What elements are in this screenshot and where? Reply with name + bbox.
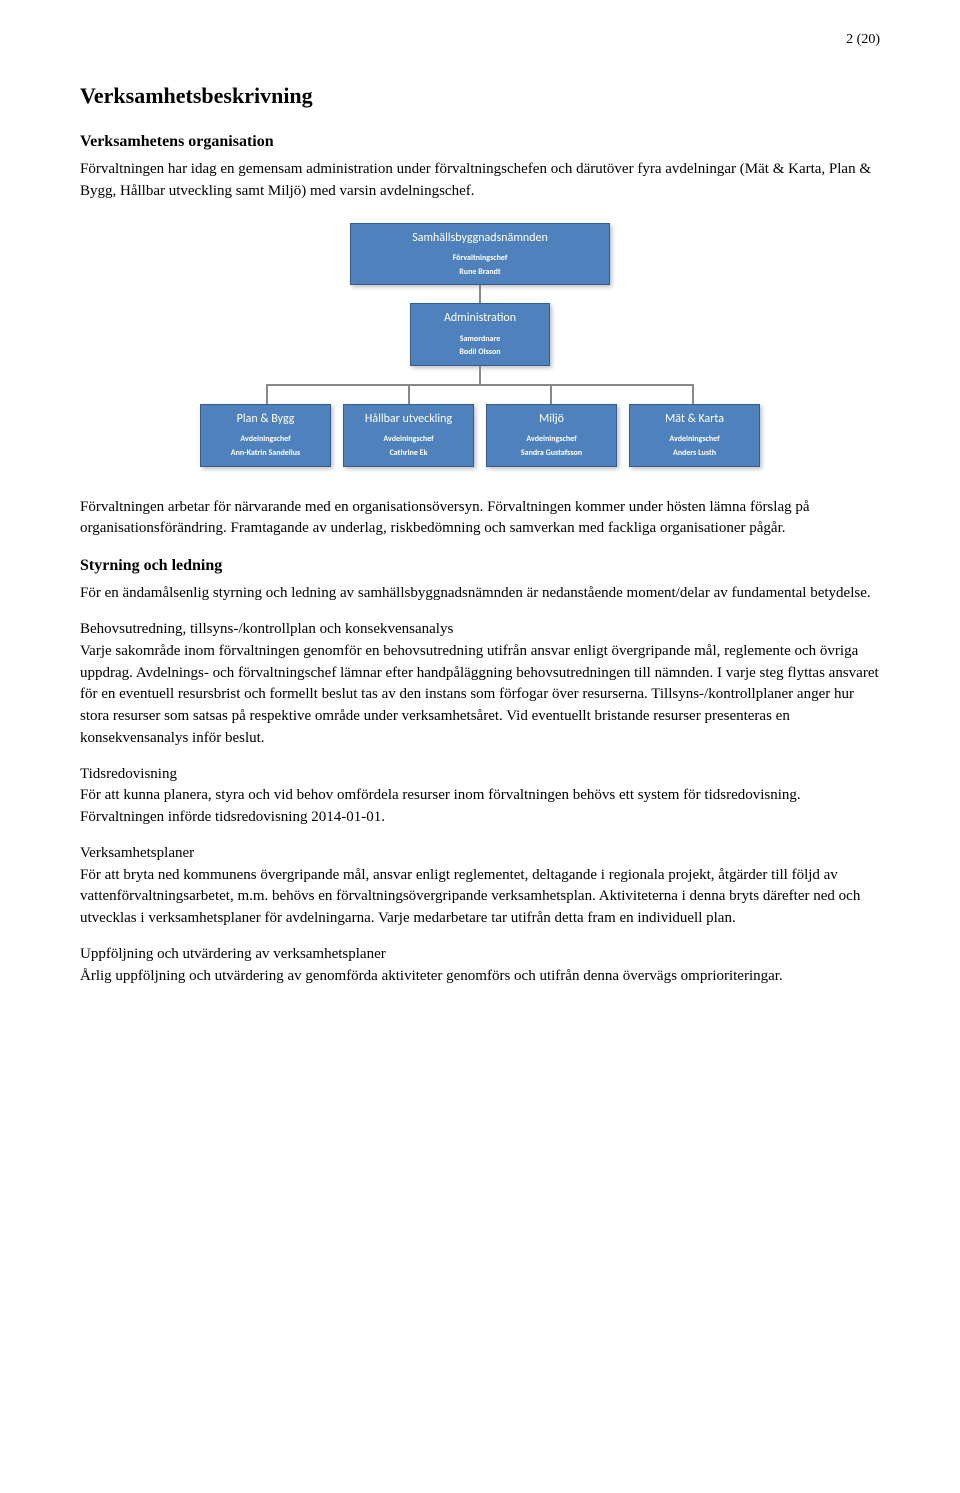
org-box-role: Avdelningschef: [209, 434, 322, 446]
body-text: Årlig uppföljning och utvärdering av gen…: [80, 968, 783, 984]
org-connector-bar: [200, 384, 760, 404]
org-box-title: Administration: [419, 310, 541, 327]
org-box-role: Samordnare: [419, 334, 541, 346]
lead-text: Behovsutredning, tillsyns-/kontrollplan …: [80, 621, 453, 637]
org-leaf-box: Plan & Bygg Avdelningschef Ann-Katrin Sa…: [200, 404, 331, 467]
org-chart: Samhällsbyggnadsnämnden Förvaltningschef…: [200, 223, 760, 467]
org-box-name: Ann-Katrin Sandelius: [209, 448, 322, 460]
paragraph-after-chart: Förvaltningen arbetar för närvarande med…: [80, 497, 880, 541]
org-box-role: Avdelningschef: [352, 434, 465, 446]
section2-block4: Uppföljning och utvärdering av verksamhe…: [80, 944, 880, 988]
org-box-role: Avdelningschef: [638, 434, 751, 446]
lead-text: Uppföljning och utvärdering av verksamhe…: [80, 946, 386, 962]
org-leaf-box: Miljö Avdelningschef Sandra Gustafsson: [486, 404, 617, 467]
section2-heading: Styrning och ledning: [80, 554, 880, 577]
org-top-box: Samhällsbyggnadsnämnden Förvaltningschef…: [350, 223, 610, 286]
lead-text: Verksamhetsplaner: [80, 845, 194, 861]
main-heading: Verksamhetsbeskrivning: [80, 80, 880, 112]
org-box-name: Anders Lusth: [638, 448, 751, 460]
section2-p1: För en ändamålsenlig styrning och lednin…: [80, 583, 880, 605]
org-box-title: Plan & Bygg: [209, 411, 322, 428]
body-text: För att bryta ned kommunens övergripande…: [80, 867, 860, 927]
org-connector: [479, 366, 481, 384]
org-box-name: Rune Brandt: [359, 267, 601, 279]
section2-block2: Tidsredovisning För att kunna planera, s…: [80, 764, 880, 829]
org-leaf-box: Mät & Karta Avdelningschef Anders Lusth: [629, 404, 760, 467]
org-box-title: Samhällsbyggnadsnämnden: [359, 230, 601, 247]
org-box-title: Mät & Karta: [638, 411, 751, 428]
org-box-role: Förvaltningschef: [359, 253, 601, 265]
body-text: För att kunna planera, styra och vid beh…: [80, 787, 801, 825]
org-admin-box: Administration Samordnare Bodil Olsson: [410, 303, 550, 366]
section2-block3: Verksamhetsplaner För att bryta ned komm…: [80, 843, 880, 930]
org-box-name: Sandra Gustafsson: [495, 448, 608, 460]
org-box-role: Avdelningschef: [495, 434, 608, 446]
org-connector: [479, 285, 481, 303]
org-box-title: Hållbar utveckling: [352, 411, 465, 428]
section1-heading: Verksamhetens organisation: [80, 130, 880, 153]
body-text: Varje sakområde inom förvaltningen genom…: [80, 643, 879, 746]
section1-paragraph: Förvaltningen har idag en gemensam admin…: [80, 159, 880, 203]
org-leaf-box: Hållbar utveckling Avdelningschef Cathri…: [343, 404, 474, 467]
lead-text: Tidsredovisning: [80, 766, 177, 782]
org-box-name: Bodil Olsson: [419, 347, 541, 359]
org-box-title: Miljö: [495, 411, 608, 428]
page-number: 2 (20): [80, 30, 880, 50]
org-box-name: Cathrine Ek: [352, 448, 465, 460]
section2-block1: Behovsutredning, tillsyns-/kontrollplan …: [80, 619, 880, 750]
